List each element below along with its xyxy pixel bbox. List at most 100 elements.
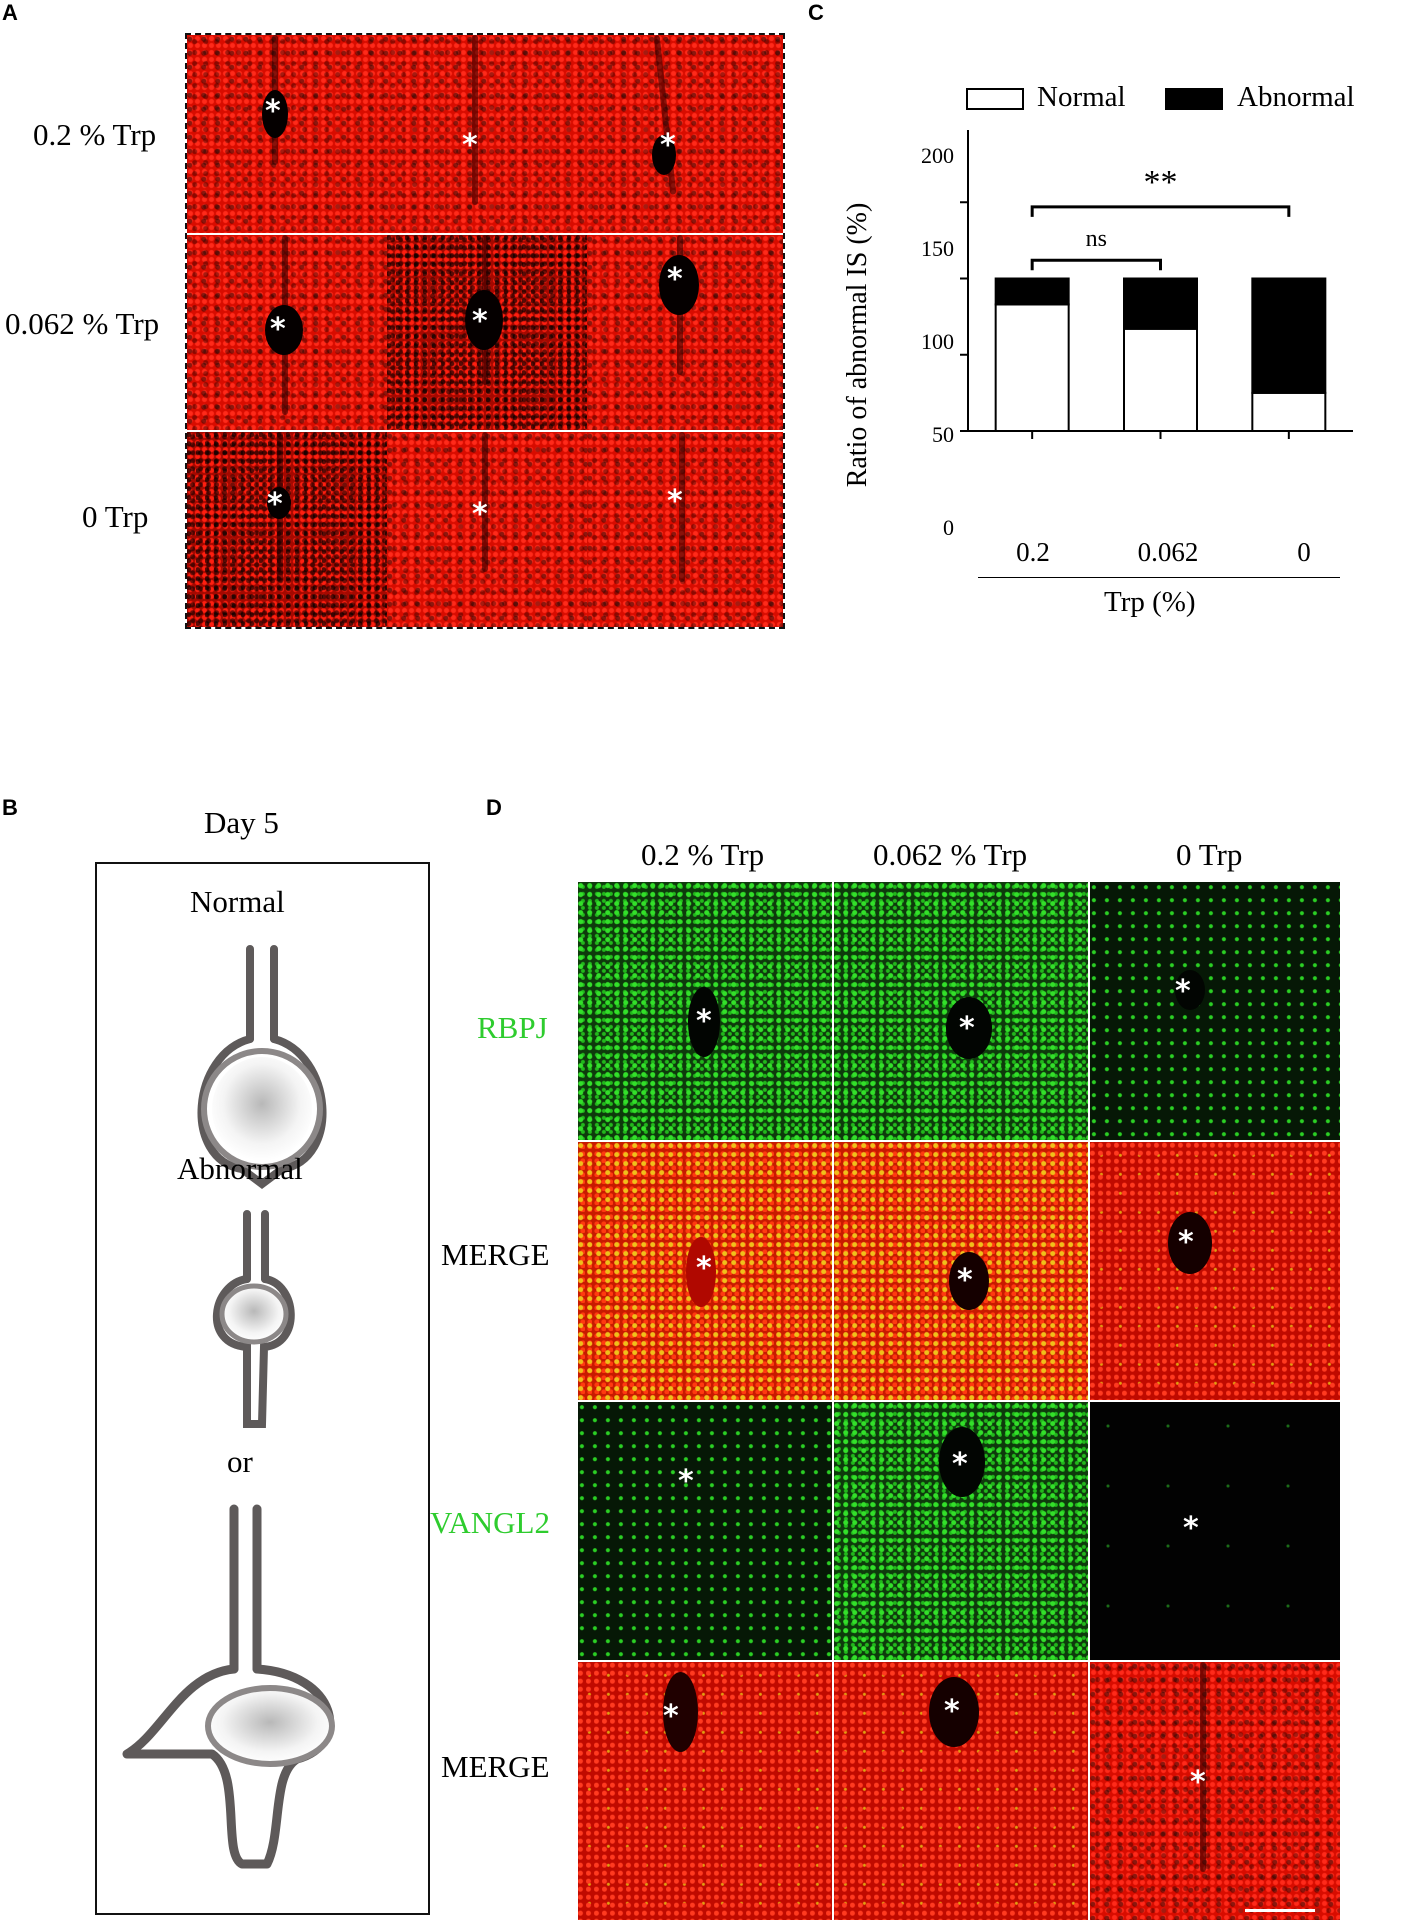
bar-normal-3 — [1251, 391, 1327, 432]
abnormal-implantation-diagram-1 — [213, 1210, 295, 1428]
embryo-shape — [201, 1048, 323, 1170]
panel-d-letter: D — [486, 795, 502, 820]
asterisk-marker: * — [265, 94, 281, 129]
asterisk-marker: * — [660, 128, 676, 163]
y-tick-label: 0 — [943, 515, 954, 540]
luminal-channel — [679, 432, 685, 582]
implantation-lumen — [946, 997, 992, 1059]
implantation-lumen — [267, 487, 291, 519]
panel-d-row-label-rbpj: RBPJ — [477, 1010, 548, 1045]
legend-swatch-abnormal — [1165, 88, 1223, 110]
panel-a-row-divider — [387, 430, 783, 432]
implantation-lumen — [465, 290, 503, 350]
luminal-channel — [472, 35, 478, 205]
panel-a-micrograph: * — [587, 235, 783, 430]
panel-d-micrograph: * — [578, 1662, 832, 1920]
panel-a-letter: A — [2, 0, 18, 25]
asterisk-marker: * — [1175, 974, 1191, 1009]
implantation-lumen — [262, 90, 288, 138]
asterisk-marker: * — [952, 1447, 968, 1482]
y-tick-label: 200 — [921, 143, 954, 168]
panel-a-row-divider — [187, 233, 783, 235]
legend-label-abnormal: Abnormal — [1237, 81, 1355, 113]
asterisk-marker: * — [267, 487, 283, 522]
asterisk-marker: * — [1183, 1511, 1199, 1546]
significance-bracket — [1030, 205, 1291, 217]
panel-b-letter: B — [2, 795, 18, 820]
panel-d-micrograph: * — [834, 1142, 1088, 1400]
implantation-lumen — [686, 1237, 716, 1307]
luminal-channel — [482, 432, 488, 572]
y-tick-label: 150 — [921, 236, 954, 261]
asterisk-marker: * — [678, 1464, 694, 1499]
asterisk-marker: * — [472, 304, 488, 339]
panel-d-micrograph: * — [834, 1402, 1088, 1660]
x-category-label: 0 — [1297, 537, 1311, 567]
panel-d-column-label-2: 0.062 % Trp — [873, 837, 1028, 872]
panel-d-micrograph: * — [834, 1662, 1088, 1920]
panel-a-micrograph: * — [387, 432, 587, 627]
bar-normal-1 — [994, 303, 1070, 432]
panel-d-column-label-3: 0 Trp — [1176, 837, 1243, 872]
panel-d-micrograph: * — [1090, 1402, 1340, 1660]
uterine-lumen-outline — [246, 945, 278, 1043]
panel-b-schematic-frame: Normal Abnormal or — [95, 862, 430, 1915]
implantation-lumen — [659, 255, 699, 315]
x-category-label: 0.062 — [1137, 537, 1199, 567]
chart-y-axis-label: Ratio of abnormal IS (%) — [842, 202, 873, 488]
decidual-outline — [197, 1035, 327, 1189]
panel-a-micrograph: * — [387, 235, 587, 430]
panel-a-row-label-1: 0.2 % Trp — [33, 117, 157, 152]
scale-bar — [1245, 1909, 1315, 1912]
asterisk-marker: * — [1190, 1765, 1206, 1800]
bar-abnormal-3 — [1251, 277, 1327, 394]
asterisk-marker: * — [944, 1694, 960, 1729]
panel-a-micrograph: * — [187, 432, 387, 627]
panel-d-row-label-merge-2: MERGE — [441, 1749, 550, 1784]
chart-x-axis-label: Trp (%) — [1104, 586, 1196, 618]
abnormal-implantation-diagram-2 — [122, 1504, 335, 1869]
implantation-lumen — [949, 1252, 989, 1310]
panel-d-micrograph: * — [834, 882, 1088, 1140]
x-category-label: 0.2 — [1016, 537, 1050, 567]
panel-c-letter: C — [808, 0, 824, 25]
y-tick-label: 50 — [932, 422, 954, 447]
panel-d-micrograph: * — [578, 1402, 832, 1660]
panel-b-title: Day 5 — [204, 805, 279, 840]
panel-d-image-grid: * * * * * * * * * * * * — [578, 882, 1340, 1920]
panel-a-row-label-3: 0 Trp — [82, 499, 149, 534]
panel-d-micrograph: * — [1090, 1142, 1340, 1400]
panel-d-micrograph: * — [578, 882, 832, 1140]
significance-label: ** — [1144, 164, 1178, 201]
schematic-or-label: or — [227, 1444, 253, 1479]
bar-abnormal-2 — [1123, 277, 1198, 330]
asterisk-marker: * — [957, 1263, 973, 1298]
bar-abnormal-1 — [994, 277, 1070, 306]
panel-d-column-label-1: 0.2 % Trp — [641, 837, 765, 872]
asterisk-marker: * — [696, 1004, 712, 1039]
implantation-lumen — [939, 1427, 985, 1497]
implantation-lumen — [929, 1677, 979, 1747]
asterisk-marker: * — [1178, 1225, 1194, 1260]
implantation-lumen — [688, 987, 720, 1057]
panel-a-image-grid: * * * * * * * * * — [185, 33, 785, 629]
legend-label-normal: Normal — [1037, 81, 1126, 113]
luminal-channel — [1200, 1662, 1206, 1872]
panel-d-micrograph: * — [1090, 1662, 1340, 1920]
significance-bracket — [1030, 258, 1162, 271]
asterisk-marker: * — [696, 1251, 712, 1286]
y-tick-label: 100 — [921, 329, 954, 354]
bar-normal-2 — [1123, 327, 1198, 432]
asterisk-marker: * — [667, 262, 683, 297]
asterisk-marker: * — [959, 1011, 975, 1046]
chart-x-group-line — [978, 577, 1340, 578]
panel-a-micrograph: * — [187, 235, 387, 430]
asterisk-marker: * — [667, 484, 683, 519]
panel-d-row-label-vangl2: VANGL2 — [430, 1505, 550, 1540]
legend-swatch-normal — [966, 88, 1024, 110]
implantation-lumen — [265, 305, 303, 355]
asterisk-marker: * — [462, 128, 478, 163]
asterisk-marker: * — [270, 312, 286, 347]
panel-d-micrograph: * — [578, 1142, 832, 1400]
stacked-bar-chart: ns ** — [960, 130, 1353, 439]
